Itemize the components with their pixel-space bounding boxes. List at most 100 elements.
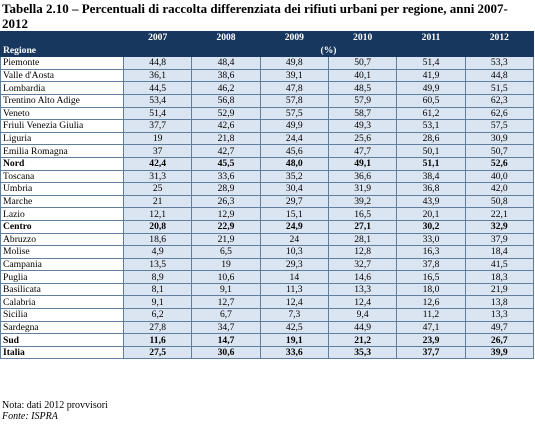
value-cell: 31,9: [327, 182, 398, 196]
value-cell: 16,5: [327, 207, 398, 221]
value-cell: 20,8: [122, 219, 193, 234]
value-cell: 38,4: [396, 169, 466, 184]
value-cell: 62,6: [464, 106, 535, 121]
value-cell: 29,7: [259, 194, 329, 209]
value-cell: 11,3: [259, 282, 329, 297]
table-row-total: Nord 42,4 45,5 48,0 49,1 51,1 52,6: [0, 156, 535, 171]
value-cell: 37,7: [122, 119, 193, 133]
value-cell: 41,5: [464, 257, 535, 272]
value-cell: 11,2: [396, 308, 466, 322]
value-cell: 18,6: [122, 232, 193, 247]
region-header: Regione: [0, 43, 124, 58]
region-cell: Marche: [0, 194, 124, 209]
region-cell: Liguria: [0, 131, 124, 146]
value-cell: 53,4: [122, 93, 193, 108]
value-cell: 33,6: [259, 345, 329, 360]
value-cell: 27,1: [327, 219, 398, 234]
value-cell: 24,4: [259, 131, 329, 146]
value-cell: 36,1: [122, 68, 193, 83]
table-row-total: Centro 20,8 22,9 24,9 27,1 30,2 32,9: [0, 219, 535, 234]
region-cell: Puglia: [0, 270, 124, 284]
region-cell: Calabria: [0, 295, 124, 310]
region-cell: Valle d'Aosta: [0, 68, 124, 83]
table-row: Abruzzo 18,6 21,9 24 28,1 33,0 37,9: [0, 232, 535, 247]
value-cell: 32,9: [464, 219, 535, 234]
year-header: 2008: [191, 31, 261, 45]
value-cell: 60,5: [396, 93, 466, 108]
value-cell: 13,8: [464, 295, 535, 310]
value-cell: 21,2: [327, 333, 398, 347]
year-header: 2010: [327, 31, 398, 45]
value-cell: 39,2: [327, 194, 398, 209]
value-cell: 26,3: [191, 194, 261, 209]
value-cell: 49,7: [464, 320, 535, 335]
year-header: 2012: [464, 31, 535, 45]
year-header: 2007: [122, 31, 193, 45]
value-cell: 50,7: [327, 56, 398, 70]
value-cell: 43,9: [396, 194, 466, 209]
region-cell: Sardegna: [0, 320, 124, 335]
value-cell: 46,2: [191, 81, 261, 95]
table-body: Piemonte 44,8 48,4 49,8 50,7 51,4 53,3 Valle d'…: [0, 56, 535, 360]
value-cell: 12,4: [327, 295, 398, 310]
value-cell: 16,3: [396, 245, 466, 259]
value-cell: 12,1: [122, 207, 193, 221]
header-corner: [0, 31, 124, 45]
region-cell: Lazio: [0, 207, 124, 221]
value-cell: 51,4: [396, 56, 466, 70]
value-cell: 37,7: [396, 345, 466, 360]
value-cell: 53,3: [464, 56, 535, 70]
value-cell: 36,6: [327, 169, 398, 184]
value-cell: 47,1: [396, 320, 466, 335]
value-cell: 57,8: [259, 93, 329, 108]
region-cell: Lombardia: [0, 81, 124, 95]
region-cell: Sud: [0, 333, 124, 347]
table-note: Nota: dati 2012 provvisori: [2, 400, 108, 411]
value-cell: 57,9: [327, 93, 398, 108]
value-cell: 30,2: [396, 219, 466, 234]
value-cell: 42,5: [259, 320, 329, 335]
value-cell: 10,3: [259, 245, 329, 259]
value-cell: 47,8: [259, 81, 329, 95]
header-row-years: 2007 2008 2009 2010 2011 2012: [0, 31, 535, 45]
value-cell: 18,3: [464, 270, 535, 284]
value-cell: 7,3: [259, 308, 329, 322]
table-row: Calabria 9,1 12,7 12,4 12,4 12,6 13,8: [0, 295, 535, 310]
value-cell: 48,4: [191, 56, 261, 70]
value-cell: 25,6: [327, 131, 398, 146]
value-cell: 33,0: [396, 232, 466, 247]
value-cell: 15,1: [259, 207, 329, 221]
table-row: Lombardia 44,5 46,2 47,8 48,5 49,9 51,5: [0, 81, 535, 95]
table-row: Marche 21 26,3 29,7 39,2 43,9 50,8: [0, 194, 535, 209]
table-row: Lazio 12,1 12,9 15,1 16,5 20,1 22,1: [0, 207, 535, 221]
value-cell: 8,1: [122, 282, 193, 297]
value-cell: 49,1: [327, 156, 398, 171]
value-cell: 13,3: [464, 308, 535, 322]
value-cell: 32,7: [327, 257, 398, 272]
value-cell: 12,9: [191, 207, 261, 221]
value-cell: 21,8: [191, 131, 261, 146]
value-cell: 22,1: [464, 207, 535, 221]
region-cell: Basilicata: [0, 282, 124, 297]
value-cell: 51,5: [464, 81, 535, 95]
table-row-total: Sud 11,6 14,7 19,1 21,2 23,9 26,7: [0, 333, 535, 347]
table-source: Fonte: ISPRA: [2, 411, 58, 422]
value-cell: 51,1: [396, 156, 466, 171]
value-cell: 44,9: [327, 320, 398, 335]
value-cell: 57,5: [259, 106, 329, 121]
value-cell: 24,9: [259, 219, 329, 234]
region-cell: Veneto: [0, 106, 124, 121]
value-cell: 33,6: [191, 169, 261, 184]
value-cell: 28,9: [191, 182, 261, 196]
value-cell: 23,9: [396, 333, 466, 347]
value-cell: 49,3: [327, 119, 398, 133]
value-cell: 49,8: [259, 56, 329, 70]
value-cell: 13,3: [327, 282, 398, 297]
value-cell: 49,9: [259, 119, 329, 133]
value-cell: 50,8: [464, 194, 535, 209]
value-cell: 36,8: [396, 182, 466, 196]
table-row: Molise 4,9 6,5 10,3 12,8 16,3 18,4: [0, 245, 535, 259]
value-cell: 9,1: [191, 282, 261, 297]
value-cell: 50,1: [396, 144, 466, 158]
